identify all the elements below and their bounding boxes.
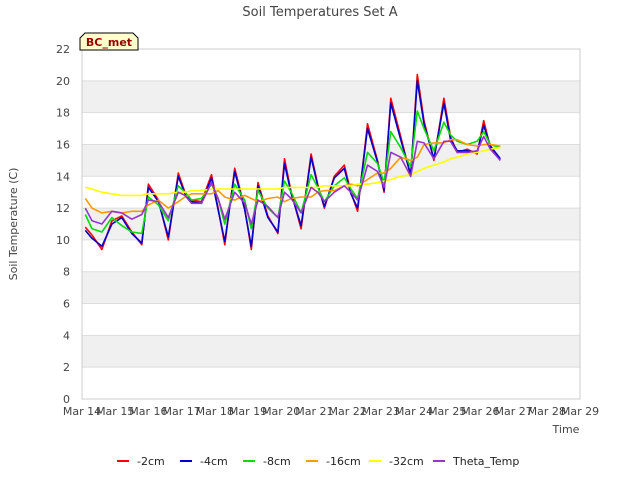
x-tick-label: Mar 16 bbox=[129, 405, 167, 418]
plot-band bbox=[82, 271, 580, 304]
legend-label-2cm: -2cm bbox=[137, 455, 165, 468]
series-line-8cm bbox=[84, 110, 501, 235]
y-tick-label: 22 bbox=[56, 43, 70, 56]
x-tick-label: Mar 28 bbox=[528, 405, 566, 418]
station-badge-text: BC_met bbox=[86, 36, 132, 49]
x-tick-label: Mar 22 bbox=[328, 405, 366, 418]
series-lines bbox=[84, 73, 501, 251]
y-axis-label: Soil Temperature (C) bbox=[7, 168, 20, 281]
chart-title: Soil Temperatures Set A bbox=[242, 5, 397, 20]
x-tick-label: Mar 19 bbox=[229, 405, 267, 418]
y-tick-label: 6 bbox=[63, 298, 70, 311]
x-tick-label: Mar 23 bbox=[362, 405, 400, 418]
legend-label-16cm: -16cm bbox=[326, 455, 361, 468]
y-tick-label: 2 bbox=[63, 361, 70, 374]
plot-band bbox=[82, 80, 580, 113]
legend: -2cm -4cm -8cm -16cm -32cm Theta_Temp bbox=[117, 455, 519, 468]
y-tick-label: 8 bbox=[63, 266, 70, 279]
y-tick-label: 16 bbox=[56, 138, 70, 151]
y-tick-label: 10 bbox=[56, 234, 70, 247]
series-line-16cm bbox=[84, 138, 501, 214]
plot-frame bbox=[81, 48, 581, 400]
y-tick-label: 4 bbox=[63, 329, 70, 342]
station-badge: BC_met bbox=[79, 32, 139, 51]
station-badge-shape bbox=[79, 32, 139, 51]
x-tick-label: Mar 29 bbox=[561, 405, 599, 418]
plot-band bbox=[82, 208, 580, 240]
legend-label-4cm: -4cm bbox=[200, 455, 228, 468]
plot-bands bbox=[82, 80, 580, 368]
x-tick-label: Mar 14 bbox=[63, 405, 101, 418]
x-tick-label: Mar 18 bbox=[196, 405, 234, 418]
x-tick-label: Mar 21 bbox=[295, 405, 333, 418]
x-tick-label: Mar 26 bbox=[461, 405, 499, 418]
y-tick-label: 20 bbox=[56, 75, 70, 88]
y-tick-label: 14 bbox=[56, 170, 70, 183]
x-tick-label: Mar 24 bbox=[395, 405, 433, 418]
plot-band bbox=[82, 335, 580, 368]
x-axis-label: Time bbox=[552, 423, 580, 436]
y-tick-label: 12 bbox=[56, 202, 70, 215]
x-tick-label: Mar 20 bbox=[262, 405, 300, 418]
y-tick-label: 0 bbox=[63, 393, 70, 406]
x-tick-label: Mar 17 bbox=[162, 405, 200, 418]
x-tick-label: Mar 15 bbox=[96, 405, 134, 418]
series-line-32cm bbox=[85, 146, 501, 197]
plot-band bbox=[82, 144, 580, 177]
legend-label-32cm: -32cm bbox=[389, 455, 424, 468]
series-line-theta-temp bbox=[84, 135, 501, 225]
legend-label-8cm: -8cm bbox=[263, 455, 291, 468]
x-tick-label: Mar 25 bbox=[428, 405, 466, 418]
y-tick-label: 18 bbox=[56, 107, 70, 120]
legend-label-theta-temp: Theta_Temp bbox=[452, 455, 519, 468]
y-axis-ticks: 0 2 4 6 8 10 12 14 16 18 20 22 bbox=[56, 43, 70, 406]
x-tick-label: Mar 27 bbox=[494, 405, 532, 418]
